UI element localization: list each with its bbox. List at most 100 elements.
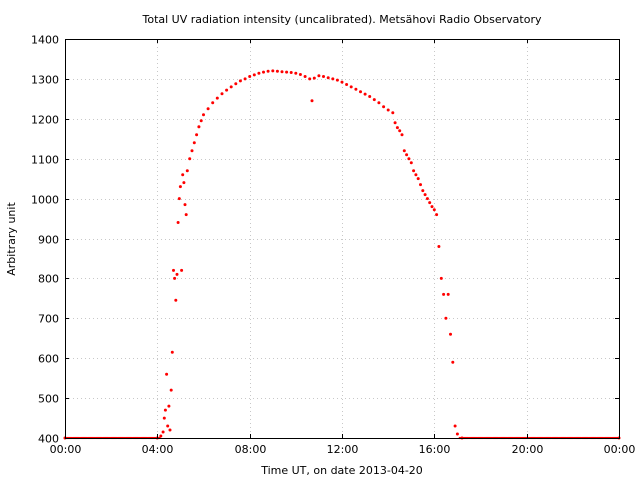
data-point	[185, 169, 189, 173]
data-point	[446, 292, 450, 296]
data-point	[345, 83, 349, 86]
data-point	[430, 205, 434, 209]
data-point	[298, 73, 302, 76]
data-point	[248, 75, 252, 78]
data-point	[178, 185, 182, 189]
data-point	[451, 360, 455, 364]
x-tick-label: 20:00	[512, 443, 544, 456]
data-point	[310, 99, 314, 103]
data-point	[195, 133, 199, 137]
x-tick-label: 08:00	[235, 443, 267, 456]
data-point	[449, 332, 452, 336]
y-tick-label: 600	[38, 353, 59, 366]
x-tick-label: 00:00	[604, 443, 636, 456]
y-tick-label: 900	[38, 234, 59, 247]
x-axis-label: Time UT, on date 2013-04-20	[260, 464, 423, 477]
data-point	[398, 129, 402, 133]
data-point	[455, 432, 459, 436]
data-point	[428, 201, 432, 205]
data-point	[432, 208, 436, 212]
y-tick-label: 800	[38, 273, 59, 286]
data-point	[262, 70, 265, 74]
data-point	[177, 197, 181, 201]
chart-title: Total UV radiation intensity (uncalibrat…	[142, 13, 542, 26]
data-point	[234, 82, 238, 86]
data-point	[176, 221, 180, 224]
y-tick-label: 1100	[31, 154, 59, 167]
data-point	[386, 108, 390, 112]
data-point	[180, 268, 184, 272]
data-point	[289, 71, 293, 74]
data-point	[377, 101, 381, 105]
data-point	[243, 77, 247, 81]
data-point	[206, 107, 210, 111]
data-point	[407, 157, 411, 161]
data-point	[161, 430, 165, 434]
data-point	[308, 77, 312, 81]
data-point	[340, 80, 344, 84]
data-point	[391, 111, 395, 115]
data-point	[349, 85, 353, 89]
data-point	[382, 105, 386, 109]
data-point	[331, 77, 335, 81]
data-point	[192, 141, 196, 145]
data-point	[303, 75, 307, 78]
data-point	[162, 416, 166, 420]
data-point	[172, 268, 175, 272]
data-point	[175, 272, 179, 276]
data-point	[182, 181, 186, 185]
data-point	[395, 126, 399, 130]
data-point	[414, 173, 418, 177]
data-point	[181, 173, 185, 177]
data-point	[421, 189, 425, 193]
data-point	[167, 404, 171, 408]
data-point	[183, 203, 187, 207]
data-point	[225, 88, 229, 92]
y-tick-label: 400	[38, 433, 59, 446]
grid-lines	[65, 39, 619, 438]
x-tick-label: 00:00	[50, 443, 82, 456]
data-point	[280, 70, 284, 74]
data-point	[402, 149, 406, 153]
axis-ticks: 400 500 600 700 800 900 1000 1100 1200 1300 1400 00…	[31, 34, 635, 457]
x-tick-label: 16:00	[419, 443, 451, 456]
data-point	[405, 153, 409, 157]
data-point	[257, 71, 261, 75]
data-point	[326, 76, 330, 80]
data-point	[368, 95, 372, 98]
y-tick-label: 1000	[31, 194, 59, 207]
data-point	[335, 78, 339, 82]
data-point	[173, 276, 177, 280]
y-axis-label: Arbitrary unit	[5, 202, 18, 276]
data-point	[215, 96, 219, 100]
data-point	[190, 149, 194, 153]
data-point	[294, 71, 298, 75]
data-point	[159, 434, 163, 438]
data-point	[202, 113, 205, 117]
data-point	[188, 157, 192, 161]
data-point	[444, 316, 448, 320]
data-point	[165, 372, 169, 376]
data-point	[197, 125, 201, 129]
data-point	[211, 101, 215, 105]
data-point	[453, 424, 457, 428]
x-tick-label: 12:00	[327, 443, 359, 456]
y-tick-label: 700	[38, 313, 59, 326]
data-point	[184, 213, 188, 217]
data-point	[400, 133, 404, 137]
data-point	[393, 121, 397, 125]
data-point	[425, 197, 429, 201]
data-point	[166, 424, 170, 428]
data-point	[363, 92, 367, 96]
data-point	[437, 245, 441, 248]
data-point	[271, 69, 275, 73]
data-point	[416, 177, 420, 181]
data-point	[168, 428, 172, 432]
data-point	[423, 193, 427, 197]
data-point	[220, 92, 224, 96]
data-point	[322, 75, 325, 78]
data-point	[252, 73, 256, 77]
data-point	[372, 98, 376, 102]
data-point	[312, 76, 316, 80]
